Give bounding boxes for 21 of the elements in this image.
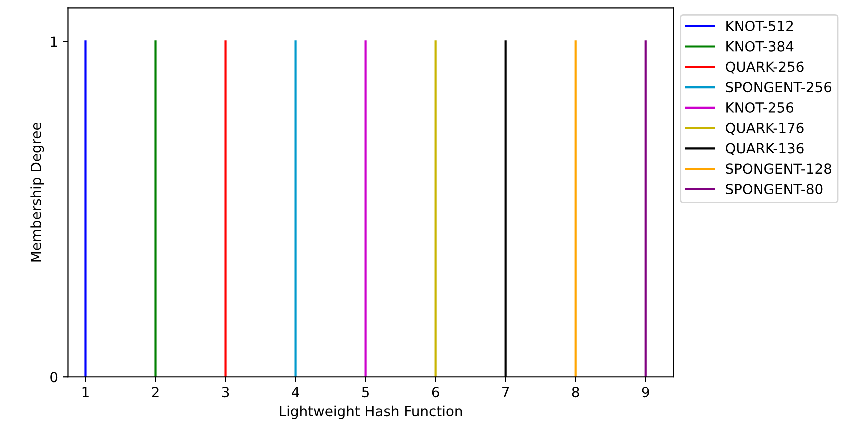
- legend-label: SPONGENT-128: [726, 164, 832, 174]
- legend-label: SPONGENT-80: [726, 184, 823, 195]
- legend-label: SPONGENT-256: [726, 82, 832, 93]
- x-tick-label: 5: [362, 387, 370, 398]
- y-tick-label: 0: [50, 372, 58, 383]
- x-tick-label: 3: [222, 387, 230, 398]
- legend-label: KNOT-512: [726, 20, 794, 32]
- legend-label: KNOT-256: [726, 102, 794, 113]
- x-axis-title: Lightweight Hash Function: [280, 406, 462, 420]
- legend-label: QUARK-136: [726, 143, 804, 156]
- y-axis-title: Membership Degree: [30, 123, 44, 262]
- x-tick-label: 2: [152, 387, 159, 398]
- x-tick-label: 9: [642, 387, 650, 398]
- x-tick-label: 6: [432, 387, 440, 398]
- x-tick-label: 8: [572, 387, 580, 398]
- x-tick-label: 4: [292, 387, 300, 398]
- x-tick-label: 7: [502, 387, 510, 398]
- legend-label: QUARK-256: [726, 62, 804, 74]
- legend-label: QUARK-176: [726, 122, 804, 135]
- legend-label: KNOT-384: [726, 41, 794, 52]
- x-tick-label: 1: [82, 387, 89, 398]
